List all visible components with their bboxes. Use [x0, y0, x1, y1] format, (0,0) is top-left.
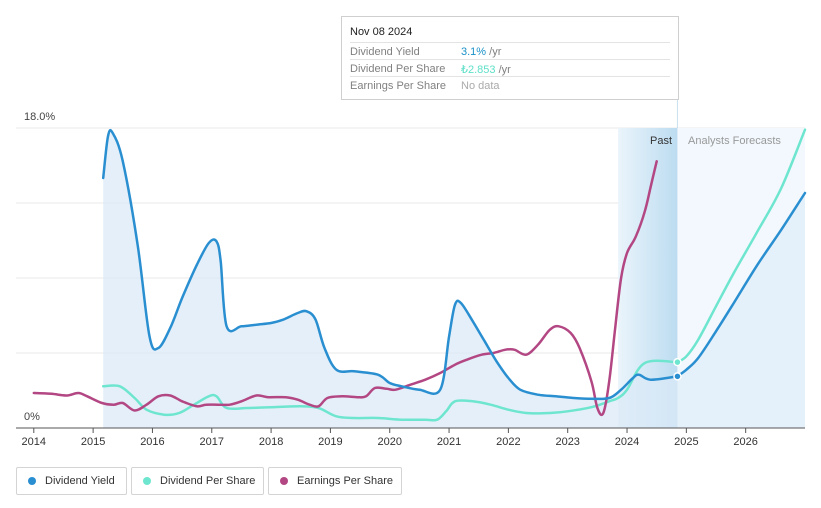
legend-label: Dividend Yield — [45, 475, 115, 487]
tooltip-value: ₺2.853 — [461, 64, 496, 76]
earnings-per-share-line — [32, 160, 658, 417]
x-tick-label: 2014 — [22, 436, 46, 448]
dividend-per-share-marker — [673, 357, 682, 367]
tooltip-value: 3.1% — [461, 46, 487, 58]
forecast-label: Analysts Forecasts — [688, 135, 781, 147]
dividend-yield-line — [101, 128, 679, 401]
tooltip-row-dividend-per-share: Dividend Per Share ₺2.853 /yr — [350, 59, 670, 77]
tooltip-date: Nov 08 2024 — [350, 26, 413, 38]
legend-dot-icon — [28, 477, 36, 485]
x-axis: 2014 2015 2016 2017 2018 2019 2020 2021 2022 2023… — [16, 427, 805, 448]
dividend-yield-marker — [673, 372, 682, 381]
x-tick-label: 2019 — [318, 436, 342, 448]
series-areas — [103, 130, 805, 428]
legend-item-earnings-per-share[interactable]: Earnings Per Share — [268, 467, 402, 495]
legend-label: Earnings Per Share — [297, 475, 393, 487]
dividend-per-share-forecast-line — [676, 128, 807, 364]
x-tick-label: 2018 — [259, 436, 283, 448]
dividend-yield-forecast-line — [676, 191, 807, 378]
x-tick-label: 2023 — [555, 436, 579, 448]
tooltip-label: Earnings Per Share — [350, 80, 446, 92]
tooltip-unit: /yr — [495, 64, 511, 76]
tooltip-label: Dividend Yield — [350, 46, 420, 58]
legend-dot-icon — [143, 477, 151, 485]
legend-item-dividend-per-share[interactable]: Dividend Per Share — [131, 467, 264, 495]
y-axis-top-label: 18.0% — [24, 111, 55, 123]
series-lines — [32, 128, 807, 422]
legend-item-dividend-yield[interactable]: Dividend Yield — [16, 467, 127, 495]
tooltip-row-dividend-yield: Dividend Yield 3.1% /yr — [350, 42, 670, 60]
tooltip-value: No data — [461, 80, 500, 92]
tooltip-row-earnings-per-share: Earnings Per Share No data — [350, 76, 670, 94]
dividend-yield-forecast-area — [677, 193, 805, 428]
x-tick-label: 2020 — [377, 436, 401, 448]
past-label: Past — [650, 135, 672, 147]
x-tick-label: 2026 — [733, 436, 757, 448]
dividend-per-share-line — [101, 359, 679, 422]
x-tick-label: 2024 — [615, 436, 639, 448]
tooltip-unit: /yr — [486, 46, 502, 58]
x-tick-label: 2016 — [140, 436, 164, 448]
series-markers — [673, 357, 682, 381]
tooltip-value-wrap: ₺2.853 /yr — [461, 63, 511, 76]
dividend_yield-area — [103, 130, 678, 428]
x-tick-label: 2025 — [674, 436, 698, 448]
x-tick-label: 2022 — [496, 436, 520, 448]
x-tick-label: 2021 — [437, 436, 461, 448]
legend-label: Dividend Per Share — [160, 475, 256, 487]
tooltip-label: Dividend Per Share — [350, 63, 446, 75]
y-axis-bottom-label: 0% — [24, 411, 40, 423]
chart-labels: 18.0% 0% Past Analysts Forecasts — [24, 111, 781, 423]
x-tick-label: 2017 — [200, 436, 224, 448]
tooltip: Nov 08 2024 Dividend Yield 3.1% /yr Divi… — [341, 16, 679, 100]
tooltip-value-wrap: No data — [461, 80, 500, 92]
tooltip-value-wrap: 3.1% /yr — [461, 46, 501, 58]
x-tick-label: 2015 — [81, 436, 105, 448]
legend-dot-icon — [280, 477, 288, 485]
